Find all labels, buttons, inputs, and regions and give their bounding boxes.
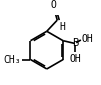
Text: OH: OH xyxy=(69,54,81,64)
Text: B: B xyxy=(72,39,78,48)
Text: O: O xyxy=(51,0,57,10)
Text: H: H xyxy=(59,22,65,32)
Text: OH: OH xyxy=(82,34,94,44)
Text: CH₃: CH₃ xyxy=(3,55,21,65)
